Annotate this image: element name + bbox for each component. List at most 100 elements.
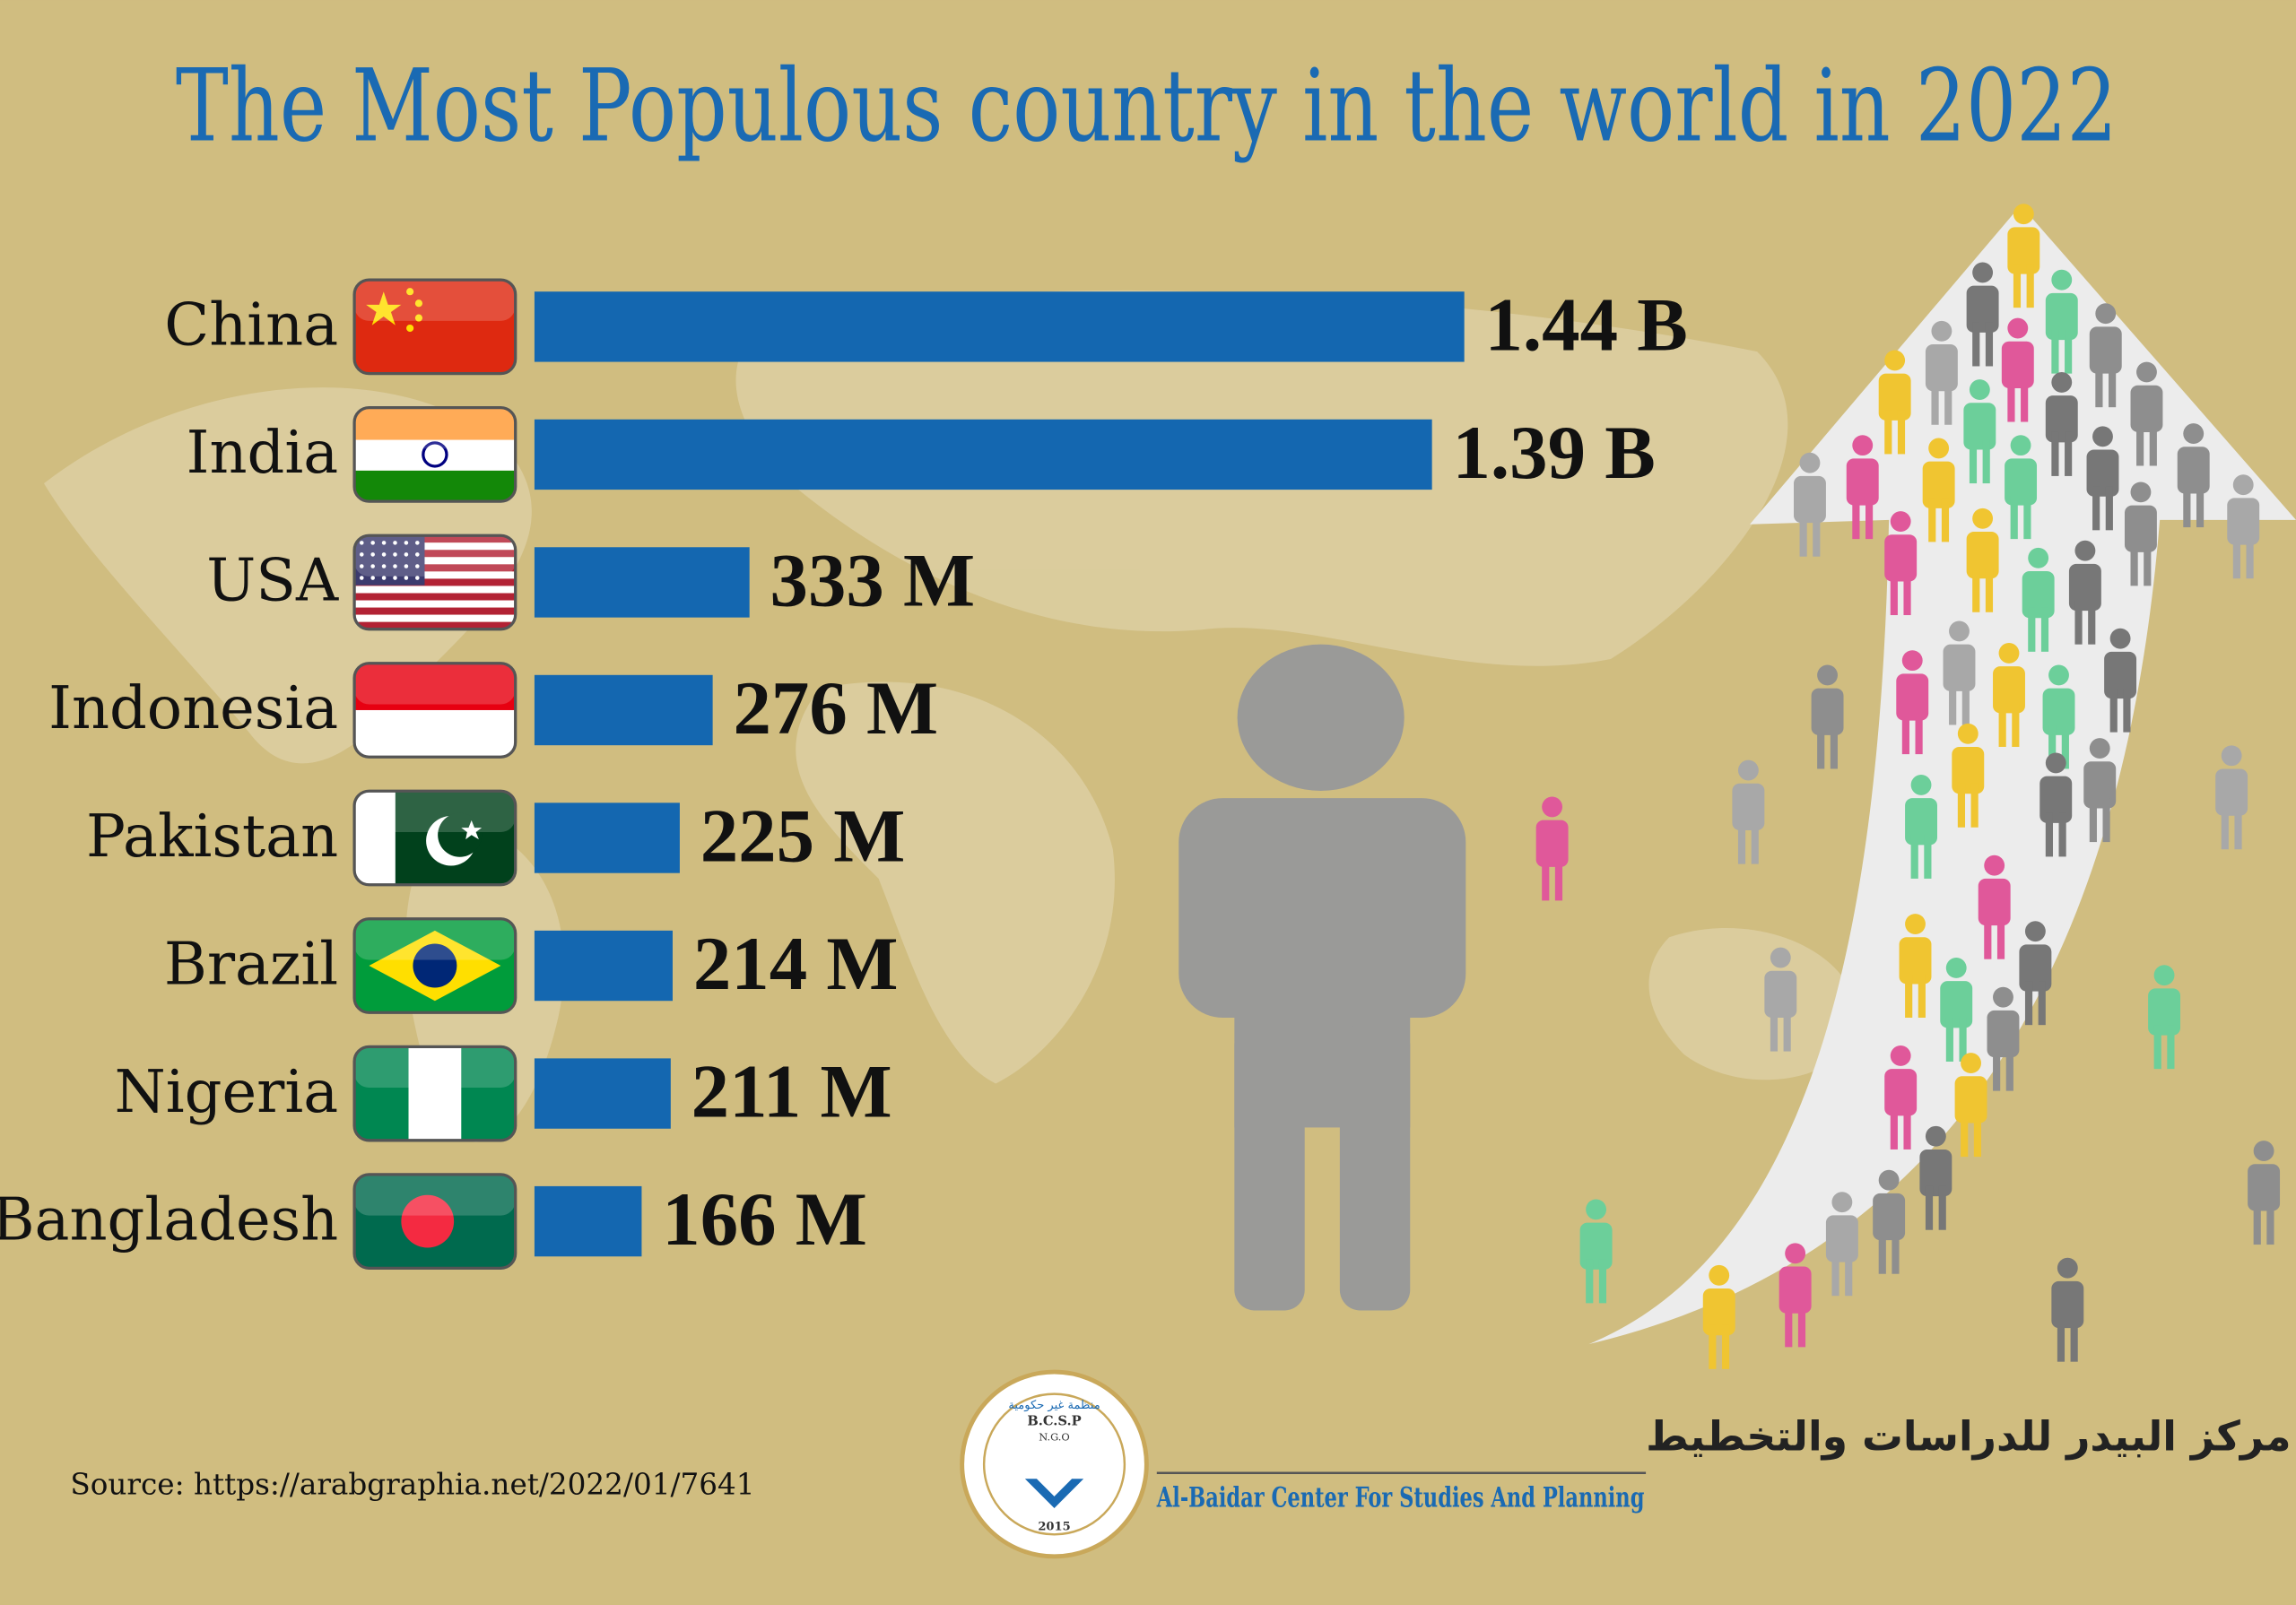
person-head (2253, 1141, 2274, 1161)
flag-border (352, 1173, 517, 1270)
person-head (2232, 474, 2254, 496)
person-body (1846, 458, 1879, 506)
logo-emblem (1024, 1479, 1084, 1508)
person-icon (1764, 947, 1797, 1052)
value-label: 166 M (662, 1177, 867, 1262)
person-head (2045, 752, 2066, 774)
person-leg (1892, 1229, 1900, 1274)
category-label: Bangladesh (0, 1185, 338, 1254)
person-leg (1996, 915, 2005, 959)
chart-title: The Most Populous country in the world i… (176, 49, 2118, 165)
person-leg (2095, 363, 2103, 408)
person-head (1709, 1264, 1730, 1286)
flag-part (393, 541, 397, 545)
person-leg (2061, 724, 2069, 769)
person-head (2013, 204, 2034, 225)
flag-part (354, 791, 396, 885)
person-leg (1924, 834, 1932, 879)
person-icon (1905, 774, 1937, 879)
person-leg (2051, 431, 2059, 476)
person-head (2048, 664, 2069, 686)
person-leg (1982, 439, 1990, 484)
person-body (2248, 1164, 2281, 1211)
person-body (1966, 531, 1999, 579)
person-body (2007, 227, 2040, 274)
person-icon (1884, 1045, 1918, 1150)
person-body (2005, 458, 2038, 506)
person-leg (2065, 329, 2073, 374)
person-body (2022, 571, 2055, 619)
value-label: 1.44 B (1485, 282, 1688, 367)
person-leg (1897, 410, 1906, 455)
person-icon (2089, 303, 2122, 408)
person-head (2095, 303, 2117, 325)
person-head (1817, 664, 1838, 686)
person-head (1961, 1053, 1981, 1074)
bar (534, 1058, 671, 1129)
person-leg (2051, 329, 2059, 374)
flag-border (352, 406, 517, 503)
flag (352, 662, 517, 759)
person-head (2136, 361, 2157, 383)
flag-border (352, 278, 517, 376)
person-body (1922, 461, 1955, 508)
flag-part (381, 552, 387, 557)
person-leg (1709, 1324, 1717, 1369)
flag-part (415, 541, 420, 545)
person-icon (1702, 1264, 1735, 1369)
person-body (1987, 1010, 2020, 1058)
person-body (2045, 395, 2078, 443)
person-icon (1579, 1199, 1613, 1304)
person-leg (1961, 1113, 1969, 1158)
flag-gloss (354, 407, 516, 449)
flag-gloss (354, 280, 516, 321)
person-leg (2048, 724, 2057, 769)
person-leg (1903, 571, 1911, 616)
person-icon (2248, 1141, 2281, 1245)
person-icon (2068, 540, 2101, 645)
flag-part (408, 1046, 462, 1141)
category-label: Brazil (164, 930, 338, 998)
person-leg (2266, 1201, 2274, 1245)
person-leg (2253, 1201, 2261, 1245)
person-leg (2005, 1046, 2013, 1091)
person-head (2130, 482, 2152, 503)
person-body (2124, 505, 2157, 552)
person-icon (1846, 435, 1879, 540)
person-body (1873, 1193, 1906, 1241)
person-body (2104, 651, 2137, 699)
person-leg (2234, 805, 2242, 850)
person-body (1825, 1215, 1858, 1262)
person-leg (1797, 1303, 1806, 1348)
flag-part (422, 441, 448, 468)
person-head (1969, 379, 1990, 401)
person-head (2051, 269, 2073, 291)
person-leg (2196, 483, 2205, 528)
person-leg (2013, 264, 2022, 308)
person-body (2051, 1280, 2084, 1329)
person-leg (2038, 981, 2046, 1026)
person-leg (1817, 724, 1825, 769)
person-icon (2019, 921, 2052, 1026)
flag-part (406, 288, 414, 296)
flag-part (354, 470, 516, 502)
person-body (1993, 666, 2025, 714)
person-leg (1831, 1252, 1839, 1297)
person-body (1943, 644, 1976, 691)
person-body (1919, 1149, 1952, 1197)
person-leg (2088, 600, 2096, 645)
person-icon (2130, 361, 2163, 466)
value-label: 276 M (733, 666, 938, 750)
person-leg (2074, 600, 2083, 645)
person-leg (1961, 681, 1970, 725)
person-leg (1993, 1046, 2001, 1091)
source: Source: https://arabgraphia.net/2022/01/… (70, 1467, 754, 1501)
person-body (2039, 776, 2073, 823)
person-leg (1770, 1007, 1779, 1052)
flag-part (415, 564, 420, 568)
flag-gloss (354, 535, 516, 577)
person-leg (2102, 798, 2110, 843)
flag (352, 534, 517, 631)
person-body (2086, 449, 2119, 497)
